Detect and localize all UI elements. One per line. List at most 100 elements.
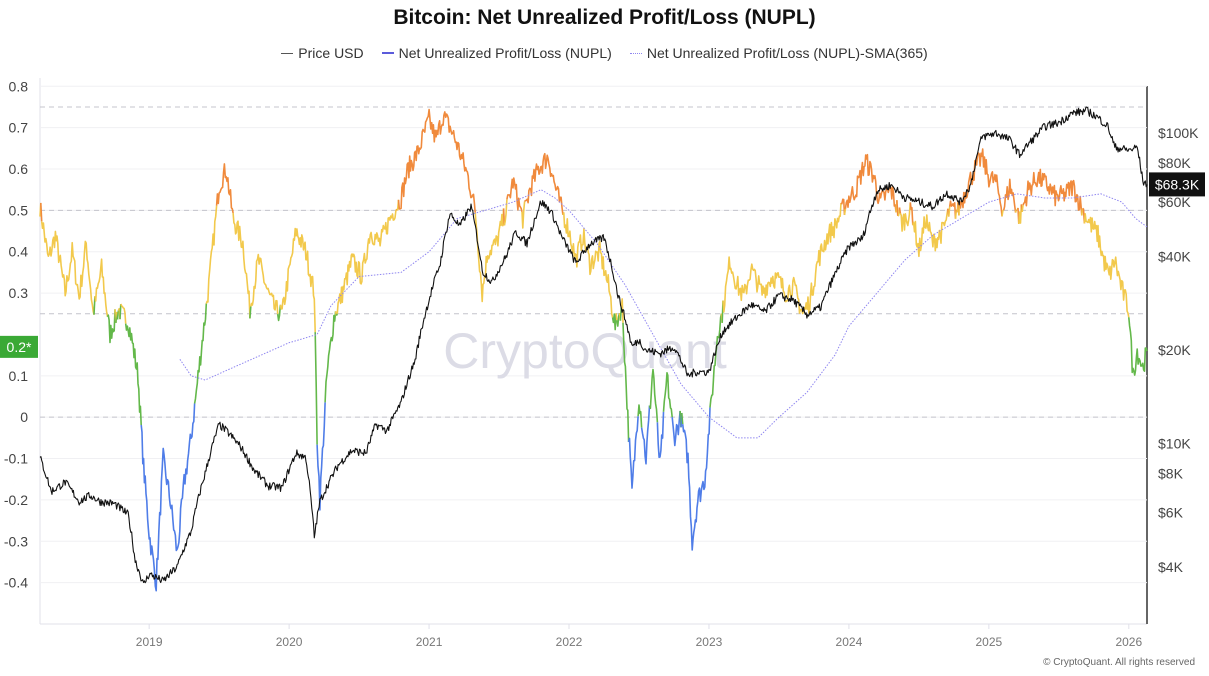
- price-line: [39, 106, 1148, 584]
- nupl-line-segment: [896, 200, 899, 216]
- nupl-line-segment: [844, 153, 897, 213]
- x-tick-label: 2022: [556, 635, 583, 649]
- nupl-line-segment: [611, 313, 617, 331]
- nupl-line-segment: [524, 152, 564, 215]
- legend-label-price: Price USD: [298, 45, 364, 61]
- nupl-line-segment: [637, 404, 643, 428]
- nupl-line-segment: [474, 208, 505, 303]
- nupl-line-segment: [324, 311, 337, 403]
- nupl-line-segment: [681, 407, 711, 551]
- y-tick-label-left: 0.3: [9, 285, 29, 301]
- x-tick-label: 2021: [416, 635, 443, 649]
- x-tick-label: 2025: [976, 635, 1003, 649]
- nupl-line-segment: [40, 221, 95, 315]
- nupl-line-segment: [503, 199, 508, 226]
- y-tick-label-right: $60K: [1158, 194, 1191, 210]
- nupl-line-segment: [1081, 208, 1084, 216]
- nupl-line-segment: [506, 177, 523, 212]
- nupl-line-segment: [232, 212, 251, 319]
- nupl-line-segment: [193, 303, 208, 404]
- nupl-line-segment: [909, 202, 914, 226]
- nupl-line-segment: [335, 313, 339, 316]
- nupl-line-segment: [276, 304, 282, 322]
- x-tick-label: 2024: [836, 635, 863, 649]
- y-tick-label-right: $40K: [1158, 249, 1191, 265]
- y-axis-left: 0.8 0.7 0.6 0.5 0.4 0.3 0.1 0 -0.1 -0.2 -0.3 -0.4: [4, 78, 28, 590]
- legend-item-price[interactable]: Price USD: [281, 45, 364, 61]
- price-current-badge: [1149, 172, 1205, 197]
- nupl-line-segment: [1022, 168, 1083, 216]
- y-tick-label-right: $6K: [1158, 504, 1184, 520]
- nupl-line-segment: [336, 208, 398, 314]
- nupl-line-segment: [662, 371, 673, 418]
- nupl-line-segment: [562, 212, 614, 318]
- nupl-line-segment: [622, 322, 630, 443]
- nupl-line-segment: [681, 412, 684, 425]
- nupl-line-segment: [640, 405, 651, 465]
- chart-legend: Price USD Net Unrealized Profit/Loss (NU…: [0, 45, 1209, 61]
- nupl-line-segment: [1018, 204, 1023, 224]
- y-tick-label-left: -0.2: [4, 492, 28, 508]
- nupl-line-segment: [1021, 205, 1024, 212]
- legend-label-nupl: Net Unrealized Profit/Loss (NUPL): [398, 45, 612, 61]
- nupl-line-segment: [279, 227, 316, 333]
- nupl-line-segment: [1001, 209, 1004, 217]
- legend-item-nupl-sma[interactable]: Net Unrealized Profit/Loss (NUPL)-SMA(36…: [629, 45, 928, 61]
- nupl-line-segment: [94, 258, 109, 317]
- nupl-line-segment: [397, 108, 476, 213]
- nupl-line-segment: [316, 402, 326, 511]
- nupl-line-segment: [1002, 178, 1017, 213]
- nupl-current-badge: [0, 335, 38, 358]
- y-tick-label-left: 0.1: [9, 368, 29, 384]
- y-tick-label-right: $8K: [1158, 466, 1184, 482]
- nupl-line-segment: [120, 303, 127, 324]
- legend-swatch-nupl-sma: [629, 52, 642, 54]
- price-current-badge-label: $68.3K: [1155, 176, 1200, 192]
- y-tick-label-right: $10K: [1158, 435, 1191, 451]
- nupl-line-segment: [843, 208, 847, 216]
- nupl-line-segment: [116, 310, 120, 320]
- nupl-line-segment: [722, 202, 842, 315]
- watermark: CryptoQuant: [443, 323, 727, 379]
- nupl-line-segment: [620, 298, 624, 323]
- x-tick-label: 2026: [1115, 635, 1142, 649]
- y-tick-label-right: $100K: [1158, 125, 1199, 141]
- y-tick-label-left: 0.6: [9, 161, 29, 177]
- nupl-line-segment: [40, 202, 43, 222]
- nupl-line-segment: [124, 323, 142, 426]
- nupl-line-segment: [656, 411, 665, 459]
- legend-swatch-nupl: [381, 52, 394, 54]
- nupl-line-segment: [898, 207, 902, 214]
- nupl-line-segment: [948, 206, 951, 217]
- nupl-line-segment: [615, 313, 618, 321]
- legend-label-nupl-sma: Net Unrealized Profit/Loss (NUPL)-SMA(36…: [646, 45, 928, 61]
- y-tick-label-right: $4K: [1158, 559, 1184, 575]
- nupl-line-segment: [671, 410, 681, 447]
- y-tick-label-left: -0.1: [4, 451, 28, 467]
- y-tick-label-left: 0.8: [9, 78, 29, 94]
- series-group: [39, 106, 1148, 592]
- nupl-line-segment: [249, 306, 252, 319]
- nupl-current-badge-label: 0.2*: [7, 339, 32, 355]
- nupl-line-segment: [106, 309, 116, 344]
- x-axis: 2019 2020 2021 2022 2023 2024 2025 2026: [136, 624, 1142, 649]
- nupl-line-segment: [119, 303, 122, 320]
- y-tick-label-left: 0.7: [9, 120, 29, 136]
- nupl-line-segment: [958, 148, 1003, 217]
- nupl-line-segment: [140, 403, 196, 592]
- nupl-line-segment: [627, 416, 639, 489]
- x-tick-label: 2023: [696, 635, 723, 649]
- y-tick-label-left: 0.4: [9, 244, 29, 260]
- reference-lines: [40, 106, 1147, 418]
- y-tick-label-right: $80K: [1158, 155, 1191, 171]
- y-axis-right: $100K $80K $60K $40K $20K $10K $8K $6K $4K: [1158, 125, 1199, 575]
- legend-swatch-price: [281, 52, 294, 54]
- copyright-credit: © CryptoQuant. All rights reserved: [1043, 657, 1195, 668]
- y-tick-label-left: 0: [20, 409, 28, 425]
- legend-item-nupl[interactable]: Net Unrealized Profit/Loss (NUPL): [381, 45, 612, 61]
- nupl-line-segment: [205, 205, 218, 304]
- nupl-line-segment: [521, 201, 526, 229]
- y-tick-label-left: 0.5: [9, 202, 29, 218]
- nupl-line-segment: [912, 208, 949, 258]
